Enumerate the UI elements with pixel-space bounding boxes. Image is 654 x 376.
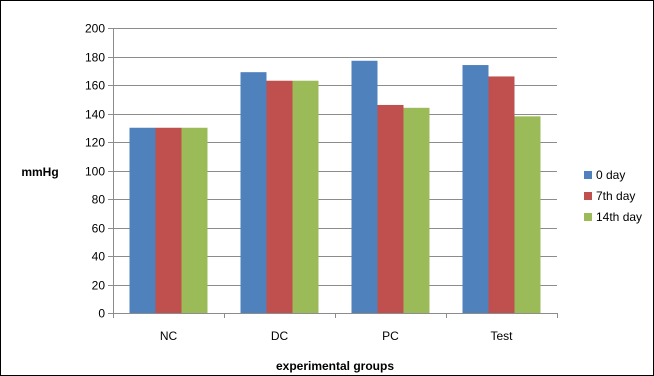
x-axis-title: experimental groups [276, 359, 394, 373]
bar-test-0-day [462, 65, 489, 313]
y-tick-label: 140 [85, 108, 105, 122]
y-axis-title: mmHg [21, 165, 58, 179]
legend-entry: 14th day [596, 210, 642, 224]
bar-test-14th-day [514, 116, 541, 313]
legend-entry: 0 day [596, 168, 625, 182]
y-tick-label: 0 [98, 307, 105, 321]
legend-entry: 7th day [596, 189, 635, 203]
y-tick-label: 180 [85, 51, 105, 65]
bar-test-7th-day [488, 76, 515, 313]
bar-nc-0-day [129, 127, 156, 313]
y-tick-label: 60 [92, 222, 106, 236]
legend-swatch [584, 192, 592, 200]
bar-pc-0-day [351, 60, 378, 314]
bar-dc-14th-day [292, 80, 319, 313]
bar-nc-14th-day [181, 127, 208, 313]
y-tick-label: 80 [92, 193, 106, 207]
legend-swatch [584, 171, 592, 179]
x-tick-labels: NC DC PC Test [160, 329, 513, 343]
y-tick-label: 100 [85, 165, 105, 179]
legend: 0 day 7th day 14th day [584, 168, 642, 224]
bars [129, 60, 541, 314]
x-tick-label: PC [382, 329, 399, 343]
y-tick-label: 120 [85, 136, 105, 150]
x-tick-label: DC [271, 329, 289, 343]
axes [113, 28, 558, 318]
x-tick-label: Test [490, 329, 513, 343]
x-tick-label: NC [160, 329, 178, 343]
y-tick-label: 40 [92, 250, 106, 264]
y-tick-label: 160 [85, 79, 105, 93]
y-tick-label: 200 [85, 22, 105, 36]
legend-swatch [584, 213, 592, 221]
bar-dc-0-day [240, 72, 267, 313]
y-tick-label: 20 [92, 279, 106, 293]
bar-pc-14th-day [403, 107, 430, 313]
bar-dc-7th-day [266, 80, 293, 313]
bar-nc-7th-day [155, 127, 182, 313]
y-tick-labels: 0 20 40 60 80 100 120 140 160 180 200 [85, 22, 105, 321]
bar-pc-7th-day [377, 104, 404, 313]
